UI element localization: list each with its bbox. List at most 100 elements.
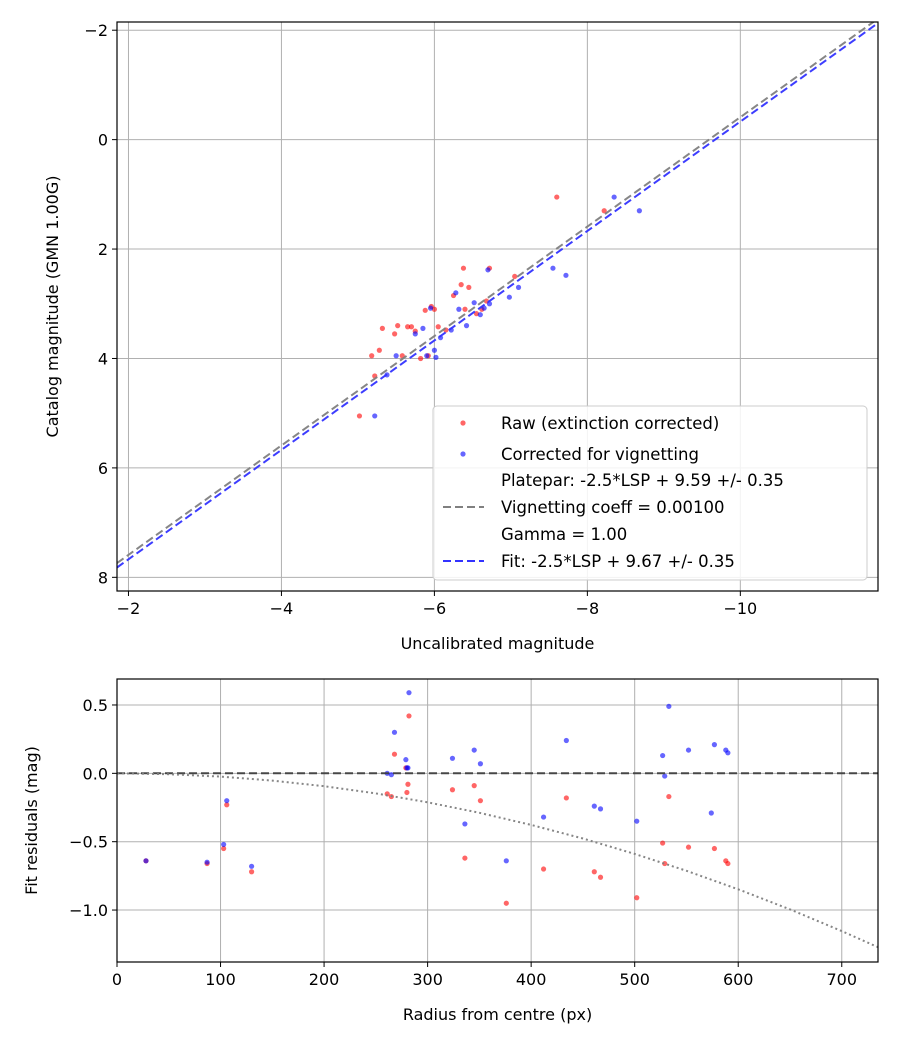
x-tick-label: −10	[723, 599, 757, 618]
plot-area	[117, 690, 878, 949]
data-point	[388, 772, 394, 778]
data-point	[597, 874, 604, 880]
data-point	[554, 194, 560, 200]
data-point	[725, 860, 731, 867]
data-point	[471, 747, 477, 753]
data-point	[369, 353, 375, 359]
legend-label-3: Fit: -2.5*LSP + 9.67 +/- 0.35	[501, 552, 735, 571]
y-tick-label: 0.0	[83, 764, 108, 783]
y-tick-label: 0.5	[83, 696, 108, 715]
legend-marker-1	[460, 451, 466, 457]
data-point	[666, 793, 672, 800]
legend: Raw (extinction corrected) Corrected for …	[432, 405, 868, 581]
data-point	[392, 331, 398, 337]
x-tick-label: −6	[423, 599, 447, 618]
y-tick-label: −1.0	[69, 901, 108, 920]
data-point	[515, 284, 522, 290]
data-point	[221, 841, 227, 848]
data-point	[143, 858, 149, 864]
x-tick-label: 600	[723, 970, 754, 989]
y-tick-label: 2	[98, 240, 108, 259]
y-axis-label: Catalog magnitude (GMN 1.00G)	[43, 176, 62, 438]
legend-label-line: Vignetting coeff = 0.00100	[501, 498, 725, 517]
data-point	[636, 208, 642, 214]
data-point	[406, 713, 412, 719]
data-point	[393, 353, 399, 359]
data-point	[711, 742, 718, 748]
data-point	[503, 900, 509, 906]
data-point	[433, 354, 439, 360]
data-point	[453, 290, 459, 296]
data-point	[418, 355, 424, 362]
x-tick-label: −4	[270, 599, 294, 618]
data-point	[456, 306, 462, 312]
data-point	[477, 798, 484, 804]
data-point	[462, 821, 468, 827]
x-tick-label: −2	[117, 599, 141, 618]
x-tick-label: −8	[576, 599, 600, 618]
data-point	[540, 814, 547, 820]
data-point	[403, 757, 409, 763]
legend-label-2: Platepar: -2.5*LSP + 9.59 +/- 0.35 Vignet…	[501, 471, 784, 544]
plot-frame	[116, 678, 879, 963]
data-point	[512, 273, 518, 280]
data-point	[550, 265, 556, 271]
x-tick-label: 200	[309, 970, 340, 989]
y-axis-label: Fit residuals (mag)	[22, 746, 41, 895]
data-point	[422, 307, 428, 313]
data-point	[503, 858, 509, 864]
data-point	[591, 869, 597, 875]
legend-box	[432, 405, 868, 581]
plot-area	[117, 22, 878, 569]
x-tick-label: 400	[516, 970, 547, 989]
legend-label-line: Corrected for vignetting	[501, 445, 699, 464]
data-point	[424, 353, 430, 359]
data-point	[405, 765, 411, 771]
x-tick-label: 300	[412, 970, 443, 989]
data-point	[601, 208, 607, 214]
data-point	[660, 840, 666, 846]
y-tick-label: −2	[84, 21, 108, 40]
data-point	[540, 866, 547, 872]
data-point	[405, 781, 411, 787]
data-point	[372, 413, 378, 419]
data-point	[248, 863, 255, 869]
data-point	[408, 324, 415, 330]
data-point	[427, 305, 434, 311]
data-point	[471, 300, 477, 306]
y-tick-label: 0	[98, 131, 108, 150]
data-point	[379, 325, 385, 331]
legend-label-1: Corrected for vignetting	[501, 445, 699, 464]
x-tick-label: 500	[619, 970, 650, 989]
series-line-3	[117, 772, 878, 949]
data-point	[224, 802, 230, 808]
calibration-chart: −2 −4 −6 −8 −10 −2 0 2 4 6 8 Uncalibrated magnitude…	[43, 21, 879, 653]
legend-marker-0	[460, 420, 466, 426]
data-point	[404, 789, 410, 796]
legend-label-line: Raw (extinction corrected)	[501, 414, 719, 433]
data-point	[725, 750, 731, 756]
data-point	[563, 737, 569, 744]
y-tick-label: 4	[98, 349, 108, 368]
data-point	[391, 729, 398, 735]
data-point	[711, 845, 718, 852]
legend-label-line: Fit: -2.5*LSP + 9.67 +/- 0.35	[501, 552, 735, 571]
data-point	[591, 803, 597, 809]
data-point	[458, 282, 464, 288]
data-point	[356, 413, 363, 419]
y-tick-label: 6	[98, 459, 108, 478]
data-point	[460, 265, 467, 271]
data-point	[376, 347, 382, 353]
data-point	[248, 869, 255, 875]
x-axis-label: Uncalibrated magnitude	[401, 634, 595, 653]
x-tick-label: 700	[826, 970, 857, 989]
data-point	[506, 294, 512, 300]
data-point	[634, 895, 640, 901]
data-point	[634, 818, 640, 824]
data-point	[466, 284, 472, 290]
data-point	[204, 859, 210, 865]
data-point	[708, 810, 714, 816]
legend-label-0: Raw (extinction corrected)	[501, 414, 719, 433]
y-tick-label: 8	[98, 568, 108, 587]
data-point	[597, 806, 604, 812]
